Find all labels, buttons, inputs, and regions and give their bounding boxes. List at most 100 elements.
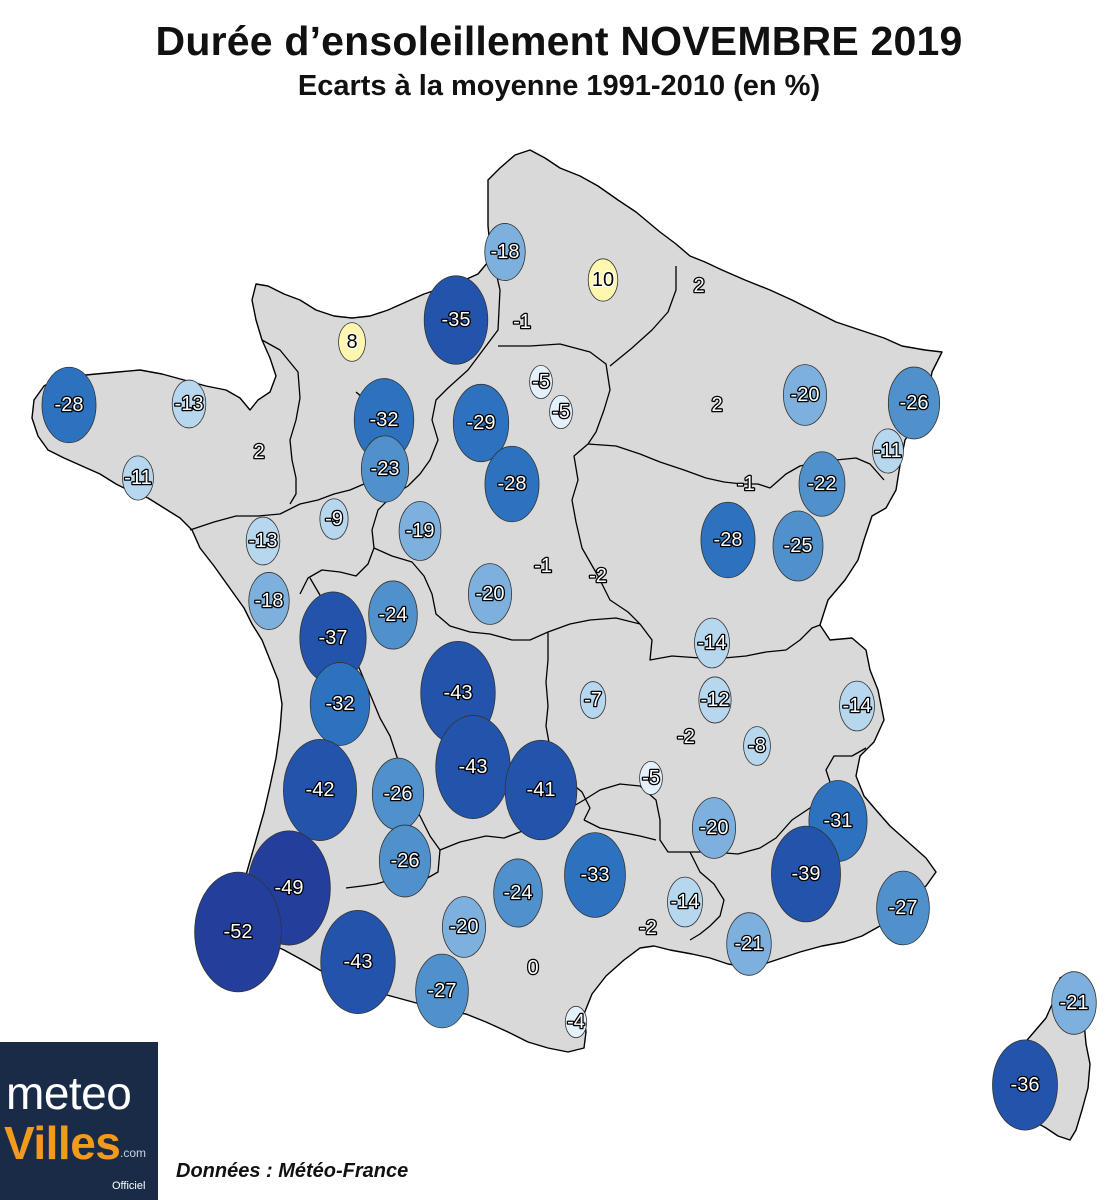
station-value: -21	[735, 933, 764, 955]
station-value: -28	[55, 394, 84, 416]
station-marker: -2	[638, 916, 658, 941]
station-value: -14	[698, 632, 727, 654]
station-marker: 8	[338, 322, 366, 362]
logo-suffix: .com	[120, 1146, 147, 1160]
station-marker: -21	[1051, 971, 1097, 1035]
station-bubble	[122, 455, 154, 501]
station-bubble	[493, 858, 543, 928]
station-bubble	[1051, 971, 1097, 1035]
station-marker: -35	[423, 275, 489, 365]
station-marker: -36	[992, 1039, 1058, 1131]
station-bubble	[692, 797, 737, 859]
station-marker: -5	[549, 394, 573, 429]
station-value: -43	[459, 756, 488, 778]
station-value: -20	[476, 583, 505, 605]
station-value: -20	[450, 916, 479, 938]
station-marker: -32	[309, 662, 371, 746]
station-bubble	[639, 761, 663, 796]
station-bubble	[587, 258, 619, 302]
station-value: -19	[406, 520, 435, 542]
station-bubble	[698, 676, 732, 724]
station-marker: -28	[41, 366, 97, 444]
station-value: -13	[249, 530, 278, 552]
station-marker: -7	[579, 681, 607, 719]
station-value: -32	[326, 693, 355, 715]
station-bubble	[309, 662, 371, 746]
station-marker: -43	[435, 715, 511, 819]
station-marker: -27	[876, 870, 930, 946]
station-marker: -29	[452, 383, 510, 463]
station-bubble	[423, 275, 489, 365]
station-marker: -13	[245, 516, 281, 566]
station-marker: 2	[252, 440, 266, 465]
station-marker: -14	[694, 617, 730, 669]
station-value: -4	[567, 1011, 585, 1033]
station-marker: -14	[667, 876, 703, 928]
station-marker: -1	[533, 554, 553, 579]
station-value: -24	[504, 882, 533, 904]
station-marker: -42	[283, 738, 357, 842]
station-value: -25	[784, 535, 813, 557]
station-marker: -39	[771, 825, 841, 923]
station-value: -43	[444, 682, 473, 704]
station-value: -18	[491, 241, 520, 263]
station-value: -11	[874, 440, 901, 462]
station-value: -26	[384, 783, 413, 805]
station-bubble	[467, 563, 512, 625]
station-bubble	[452, 383, 510, 463]
station-value: -1	[534, 555, 552, 577]
station-marker: -4	[564, 1005, 588, 1039]
station-bubble	[283, 738, 357, 842]
station-bubble	[667, 876, 703, 928]
station-bubble	[415, 953, 469, 1029]
station-marker: -33	[564, 832, 626, 918]
station-marker: -20	[783, 364, 828, 426]
station-marker: -19	[398, 501, 442, 561]
station-bubble	[41, 366, 97, 444]
data-source-credit: Données : Météo-France	[176, 1160, 409, 1182]
station-value: -2	[589, 565, 607, 587]
station-value: -27	[428, 980, 457, 1002]
station-bubble	[839, 680, 875, 732]
station-marker: -2	[676, 725, 696, 750]
station-bubble	[579, 681, 607, 719]
station-marker: -11	[872, 428, 904, 474]
station-value: 2	[253, 441, 264, 463]
station-bubble	[872, 428, 904, 474]
station-marker: -5	[639, 761, 663, 796]
station-value: -11	[124, 467, 151, 489]
station-marker: -41	[504, 739, 578, 841]
station-value: 10	[592, 269, 614, 291]
station-value: -36	[1011, 1074, 1040, 1096]
station-value: 2	[693, 275, 704, 297]
station-bubble	[549, 394, 573, 429]
station-value: -5	[552, 401, 570, 423]
station-marker: -13	[171, 379, 207, 429]
station-bubble	[783, 364, 828, 426]
station-marker: -20	[467, 563, 512, 625]
station-bubble	[772, 510, 824, 582]
logo-line-1: meteo	[6, 1067, 132, 1119]
station-value: -26	[391, 850, 420, 872]
station-marker: -20	[441, 896, 486, 958]
station-value: -2	[639, 917, 657, 939]
station-value: -8	[748, 735, 766, 757]
station-value: -31	[824, 810, 853, 832]
station-bubble	[876, 870, 930, 946]
station-marker: 2	[692, 274, 706, 299]
station-bubble	[378, 824, 432, 898]
station-marker: -1	[736, 472, 756, 497]
station-marker: -18	[248, 572, 290, 630]
station-bubble	[700, 501, 756, 579]
station-bubble	[529, 364, 553, 399]
station-bubble	[887, 366, 941, 440]
station-marker: -5	[529, 364, 553, 399]
station-value: 8	[346, 331, 357, 353]
station-marker: -26	[371, 757, 425, 831]
station-marker: -23	[360, 435, 410, 503]
station-value: -5	[532, 371, 550, 393]
station-value: 0	[527, 957, 538, 979]
station-bubble	[320, 910, 396, 1014]
station-bubble	[726, 912, 772, 976]
